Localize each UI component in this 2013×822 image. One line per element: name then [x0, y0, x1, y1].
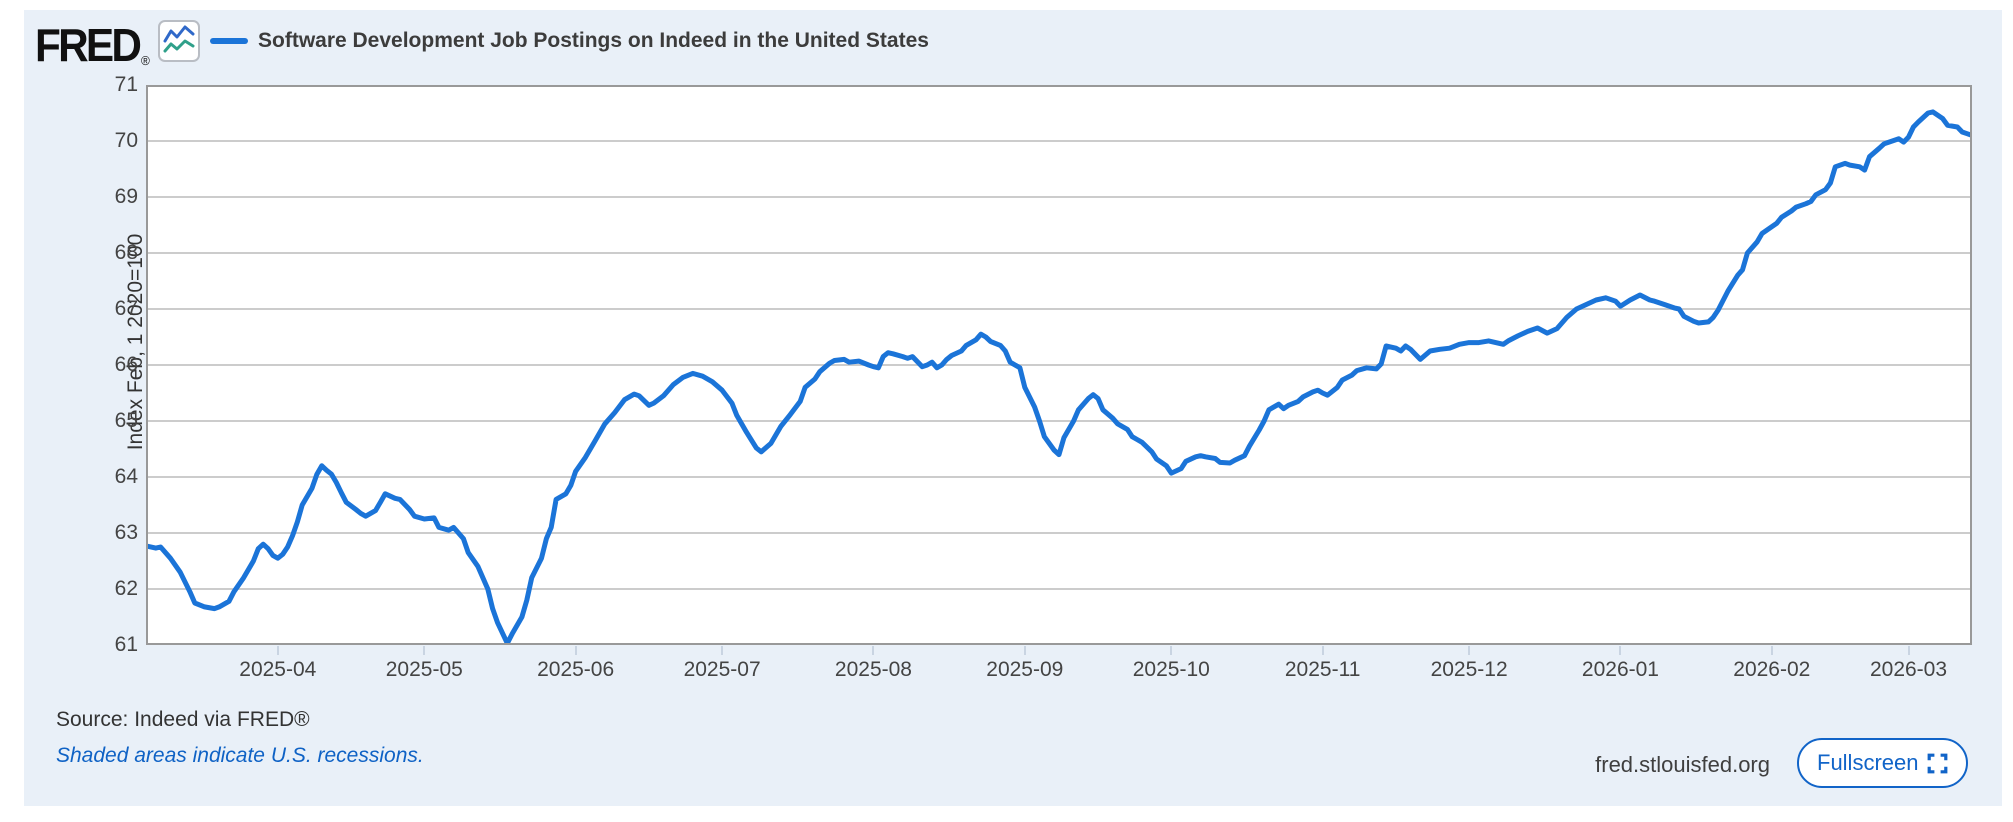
fullscreen-button[interactable]: Fullscreen — [1797, 738, 1969, 788]
x-tick-mark-2025-07 — [721, 646, 724, 655]
x-tick-label-2025-12: 2025-12 — [1430, 658, 1508, 681]
line-chart-icon — [158, 20, 200, 62]
fullscreen-icon — [1928, 753, 1948, 773]
series-line[interactable] — [146, 109, 1972, 645]
x-tick-label-2025-07: 2025-07 — [683, 658, 761, 681]
y-tick-label-64: 64 — [114, 465, 138, 488]
x-tick-label-2025-10: 2025-10 — [1132, 658, 1210, 681]
y-tick-label-68: 68 — [114, 241, 138, 264]
source-text: Source: Indeed via FRED® — [56, 708, 310, 731]
x-tick-label-2026-03: 2026-03 — [1869, 658, 1948, 681]
y-tick-label-61: 61 — [114, 633, 138, 656]
legend-line-swatch — [210, 38, 248, 44]
fred-graph-card: FRED ® Software Development Job Postings … — [24, 10, 2002, 806]
y-tick-label-70: 70 — [114, 129, 138, 152]
x-tick-label-2026-01: 2026-01 — [1581, 658, 1659, 681]
site-url: fred.stlouisfed.org — [1595, 752, 1770, 777]
y-tick-label-71: 71 — [114, 73, 138, 96]
x-tick-label-2025-04: 2025-04 — [239, 658, 317, 681]
x-tick-label-2025-08: 2025-08 — [834, 658, 912, 681]
y-tick-label-65: 65 — [114, 409, 138, 432]
x-tick-mark-2025-05 — [423, 646, 426, 655]
x-tick-mark-2025-06 — [574, 646, 577, 655]
y-tick-label-67: 67 — [114, 297, 138, 320]
x-tick-mark-2025-09 — [1023, 646, 1026, 655]
y-tick-label-63: 63 — [114, 521, 138, 544]
x-tick-label-2026-02: 2026-02 — [1733, 658, 1811, 681]
x-tick-mark-2026-02 — [1770, 646, 1773, 655]
y-tick-label-66: 66 — [114, 353, 138, 376]
x-tick-mark-2025-04 — [276, 646, 279, 655]
x-tick-mark-2025-11 — [1321, 646, 1324, 655]
plot-border — [146, 85, 1972, 645]
x-tick-label-2025-05: 2025-05 — [385, 658, 463, 681]
recession-note-link[interactable]: Shaded areas indicate U.S. recessions. — [56, 744, 424, 767]
x-tick-label-2025-09: 2025-09 — [986, 658, 1064, 681]
x-tick-label-2025-06: 2025-06 — [537, 658, 615, 681]
fred-logo[interactable]: FRED ® — [35, 18, 150, 72]
x-tick-mark-2025-08 — [872, 646, 875, 655]
x-tick-mark-2026-01 — [1619, 646, 1622, 655]
y-tick-label-62: 62 — [114, 577, 138, 600]
x-tick-mark-2025-12 — [1468, 646, 1471, 655]
y-tick-label-69: 69 — [114, 185, 138, 208]
plot-area[interactable] — [146, 85, 1972, 645]
x-tick-mark-2026-03 — [1907, 646, 1910, 655]
fullscreen-button-label: Fullscreen — [1817, 750, 1919, 775]
x-tick-mark-2025-10 — [1170, 646, 1173, 655]
fred-logo-text: FRED — [35, 19, 142, 71]
legend-series-label: Software Development Job Postings on Ind… — [258, 29, 929, 52]
registered-trademark: ® — [141, 53, 150, 68]
x-tick-label-2025-11: 2025-11 — [1284, 658, 1361, 681]
